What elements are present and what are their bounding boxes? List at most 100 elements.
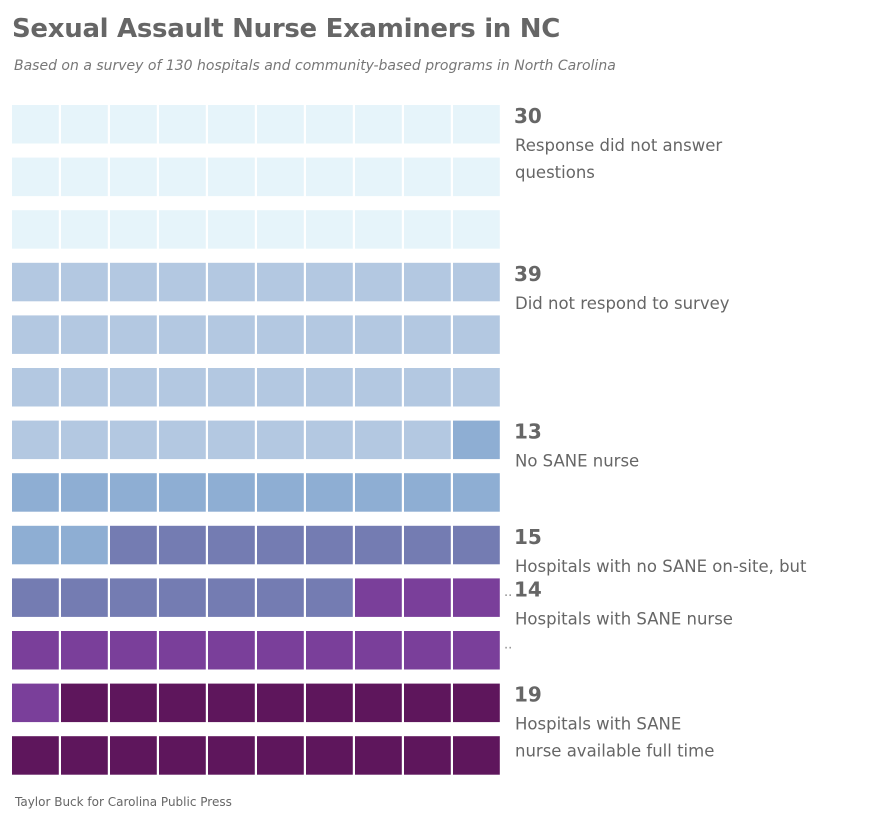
waffle-cell-series-5 (453, 736, 500, 775)
waffle-cell-series-4 (208, 631, 255, 670)
waffle-cell-series-0 (159, 210, 206, 249)
waffle-cell-series-3 (12, 578, 59, 617)
waffle-cell-series-1 (306, 420, 353, 460)
waffle-cell-series-1 (355, 315, 402, 354)
waffle-cell-series-0 (61, 157, 108, 197)
waffle-cell-series-3 (306, 578, 353, 617)
waffle-cell-series-0 (110, 210, 157, 249)
waffle-cell-series-1 (257, 368, 304, 407)
waffle-cell-series-3 (404, 525, 451, 565)
waffle-cell-series-1 (453, 368, 500, 407)
chart-title: Sexual Assault Nurse Examiners in NC (12, 14, 561, 44)
waffle-cell-series-1 (404, 315, 451, 354)
waffle-cell-series-0 (159, 157, 206, 197)
waffle-cell-series-5 (404, 683, 451, 723)
waffle-cell-series-1 (453, 315, 500, 354)
waffle-cell-series-5 (404, 736, 451, 775)
waffle-cell-series-0 (404, 157, 451, 197)
category-label-3-line-0: Hospitals with no SANE on-site, but (515, 557, 807, 576)
waffle-cell-series-1 (159, 262, 206, 302)
waffle-cell-series-5 (257, 736, 304, 775)
waffle-cell-series-2 (61, 525, 108, 565)
waffle-cell-series-2 (355, 473, 402, 512)
source-credit: Taylor Buck for Carolina Public Press (15, 795, 232, 809)
waffle-cell-series-5 (208, 683, 255, 723)
chart-subtitle: Based on a survey of 130 hospitals and c… (14, 58, 616, 74)
waffle-cell-series-4 (12, 683, 59, 723)
waffle-cell-series-5 (306, 736, 353, 775)
waffle-cell-series-0 (355, 157, 402, 197)
waffle-cell-series-5 (306, 683, 353, 723)
truncation-ellipsis-3: .. (504, 585, 512, 600)
waffle-cell-series-5 (257, 683, 304, 723)
waffle-cell-series-0 (306, 105, 353, 144)
waffle-cell-series-0 (257, 210, 304, 249)
waffle-cell-series-3 (110, 578, 157, 617)
waffle-cell-series-1 (208, 315, 255, 354)
waffle-cell-series-3 (355, 525, 402, 565)
waffle-cell-series-4 (12, 631, 59, 670)
waffle-cell-series-2 (404, 473, 451, 512)
waffle-cell-series-0 (208, 105, 255, 144)
waffle-cell-series-4 (159, 631, 206, 670)
waffle-cell-series-3 (159, 578, 206, 617)
waffle-cell-series-1 (12, 420, 59, 460)
waffle-cell-series-5 (355, 736, 402, 775)
waffle-cell-series-0 (355, 210, 402, 249)
waffle-cell-series-1 (110, 262, 157, 302)
waffle-cell-series-0 (306, 157, 353, 197)
category-label-4-line-0: Hospitals with SANE nurse (515, 609, 733, 628)
truncation-ellipsis-4: .. (504, 637, 512, 652)
waffle-cell-series-4 (355, 578, 402, 617)
waffle-cell-series-2 (110, 473, 157, 512)
category-value-3: 15 (514, 525, 542, 549)
waffle-cell-series-1 (110, 420, 157, 460)
category-label-1-line-0: Did not respond to survey (515, 294, 730, 313)
waffle-cell-series-5 (110, 683, 157, 723)
waffle-cell-series-1 (453, 262, 500, 302)
category-label-5-line-1: nurse available full time (515, 742, 714, 761)
waffle-cell-series-2 (159, 473, 206, 512)
waffle-cell-series-5 (208, 736, 255, 775)
waffle-cell-series-1 (257, 420, 304, 460)
waffle-cell-series-0 (453, 105, 500, 144)
waffle-cell-series-2 (208, 473, 255, 512)
waffle-cell-series-4 (404, 631, 451, 670)
category-value-2: 13 (514, 420, 542, 444)
waffle-cell-series-5 (61, 683, 108, 723)
waffle-cell-series-2 (306, 473, 353, 512)
waffle-cell-series-0 (12, 105, 59, 144)
waffle-cell-series-4 (110, 631, 157, 670)
waffle-cell-series-1 (12, 368, 59, 407)
waffle-cell-series-1 (257, 315, 304, 354)
waffle-cell-series-3 (453, 525, 500, 565)
waffle-cell-series-0 (208, 157, 255, 197)
category-value-1: 39 (514, 262, 542, 286)
waffle-cell-series-5 (61, 736, 108, 775)
waffle-cell-series-1 (404, 420, 451, 460)
waffle-cell-series-0 (404, 210, 451, 249)
waffle-cell-series-5 (110, 736, 157, 775)
waffle-cell-series-4 (453, 578, 500, 617)
waffle-cell-series-3 (208, 578, 255, 617)
waffle-cell-series-3 (257, 578, 304, 617)
waffle-cell-series-3 (208, 525, 255, 565)
waffle-cell-series-2 (453, 420, 500, 460)
category-label-0-line-0: Response did not answer (515, 136, 722, 155)
waffle-cell-series-4 (355, 631, 402, 670)
waffle-cell-series-0 (12, 157, 59, 197)
waffle-cell-series-0 (453, 157, 500, 197)
waffle-cell-series-0 (159, 105, 206, 144)
waffle-cell-series-1 (208, 262, 255, 302)
waffle-cell-series-5 (159, 683, 206, 723)
waffle-cell-series-1 (61, 420, 108, 460)
waffle-cell-series-4 (453, 631, 500, 670)
waffle-cell-series-4 (404, 578, 451, 617)
category-value-5: 19 (514, 683, 542, 707)
waffle-cell-series-1 (404, 368, 451, 407)
waffle-cell-series-3 (159, 525, 206, 565)
waffle-cell-series-1 (208, 420, 255, 460)
waffle-cell-series-1 (355, 262, 402, 302)
